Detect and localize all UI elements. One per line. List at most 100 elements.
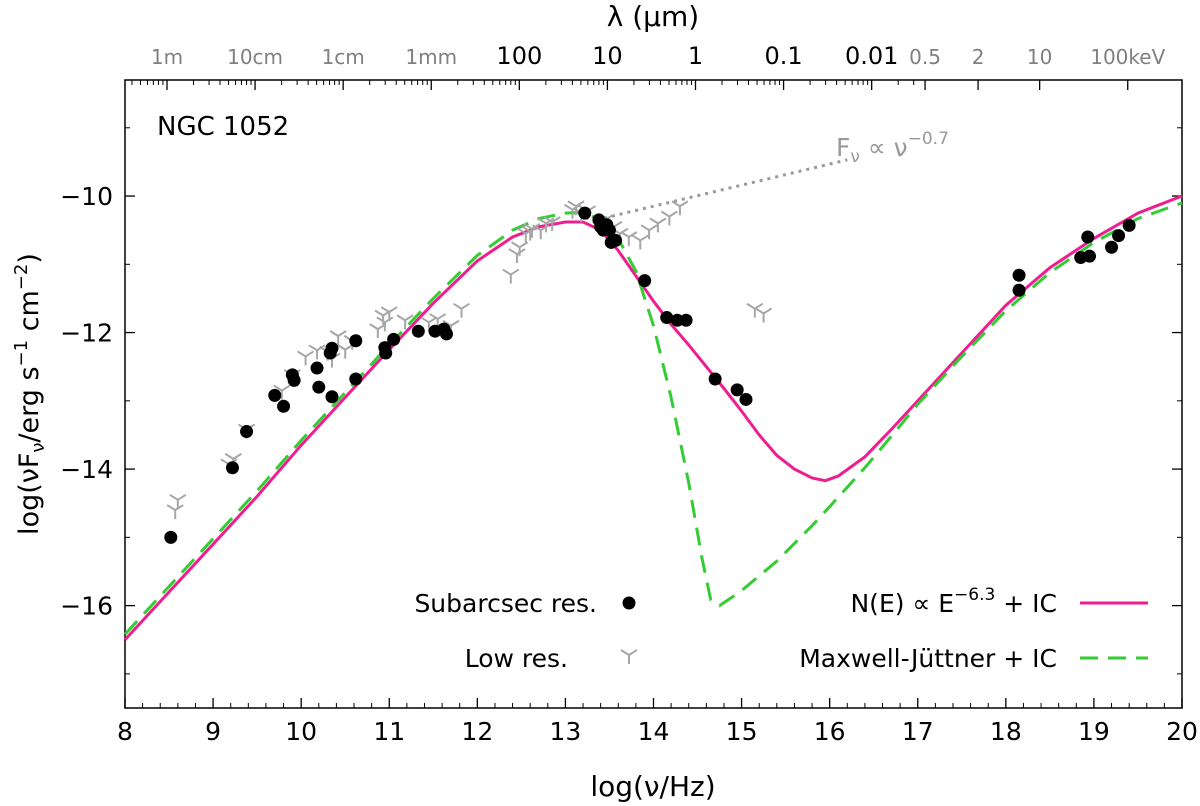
- maxwell-juttner-curve: [123, 201, 1183, 636]
- lowres-point-stroke: [308, 344, 318, 352]
- lowres-point-stroke: [376, 316, 386, 324]
- lowres-point-stroke: [174, 504, 184, 511]
- lowres-point: [511, 241, 529, 257]
- lowres-point-stroke: [537, 217, 547, 225]
- subarcsec-point: [1012, 268, 1026, 282]
- lowres-point: [755, 307, 773, 323]
- lowres-point-stroke: [336, 343, 346, 351]
- lowres-point-stroke: [166, 504, 176, 511]
- curves-layer: [123, 158, 1183, 641]
- x-tick-label: 18: [990, 717, 1022, 746]
- x-tick-label: 16: [814, 717, 846, 746]
- lowres-point-stroke: [369, 323, 379, 331]
- lowres-point: [502, 268, 520, 284]
- lowres-point-stroke: [628, 231, 638, 238]
- legend-subarcsec-marker: [622, 596, 636, 610]
- lowres-point-stroke: [388, 306, 398, 313]
- subarcsec-point: [730, 383, 744, 397]
- lowres-point-stroke: [563, 203, 573, 211]
- subarcsec-point: [739, 392, 753, 406]
- subarcsec-point: [638, 274, 652, 288]
- y-tick-label: −12: [60, 319, 113, 348]
- lowres-point-stroke: [671, 200, 681, 208]
- lowres-point-stroke: [517, 227, 527, 235]
- lowres-point-stroke: [510, 268, 520, 276]
- lowres-point: [532, 224, 550, 240]
- subarcsec-point: [312, 380, 326, 394]
- x-tick-label: 14: [638, 717, 670, 746]
- points-layer: [164, 200, 1136, 544]
- x-axis-label: log(ν/Hz): [590, 770, 715, 803]
- subarcsec-point: [1081, 230, 1095, 244]
- lowres-point-stroke: [169, 493, 179, 501]
- lowres-point-stroke: [297, 350, 307, 358]
- subarcsec-point: [602, 223, 616, 237]
- lowres-point-stroke: [442, 319, 452, 327]
- top-tick-label-gray: 10: [1027, 45, 1052, 69]
- lowres-point-stroke: [450, 319, 460, 327]
- x-tick-label: 19: [1078, 717, 1110, 746]
- lowres-point-stroke: [648, 224, 658, 232]
- lowres-point: [166, 504, 184, 520]
- subarcsec-point: [1122, 218, 1136, 232]
- lowres-point-stroke: [329, 330, 339, 337]
- lowres-point-stroke: [746, 302, 756, 310]
- top-tick-label-gray: 100keV: [1090, 45, 1165, 69]
- subarcsec-point: [1112, 229, 1126, 243]
- subarcsec-point: [268, 388, 282, 402]
- legend: Subarcsec res. Low res. N(E) ∝ E−6.3 + I…: [414, 585, 1148, 673]
- y-tick-label: −16: [60, 592, 113, 621]
- subarcsec-point: [310, 361, 324, 375]
- lowres-point-stroke: [755, 307, 765, 315]
- lowres-point-stroke: [679, 200, 689, 208]
- x-tick-label: 8: [117, 717, 133, 746]
- subarcsec-point: [660, 311, 674, 325]
- y-tick-label: −10: [60, 182, 113, 211]
- lowres-point: [671, 200, 689, 216]
- lowres-point-stroke: [177, 493, 187, 501]
- subarcsec-point: [387, 332, 401, 346]
- subarcsec-point: [440, 327, 454, 341]
- lowres-point-stroke: [543, 216, 553, 223]
- lowres-point-stroke: [224, 452, 234, 460]
- x-tick-label: 15: [726, 717, 758, 746]
- lowres-point-stroke: [437, 313, 447, 320]
- lowres-point-stroke: [337, 330, 347, 337]
- lowres-point-stroke: [232, 452, 242, 460]
- lowres-point-stroke: [429, 313, 439, 320]
- lowres-point: [336, 343, 354, 359]
- top-tick-label: 100: [496, 42, 542, 70]
- lowres-point-stroke: [551, 216, 561, 223]
- legend-lowres-marker: [620, 649, 638, 664]
- lowres-point-stroke: [516, 248, 526, 255]
- lowres-point: [660, 210, 678, 226]
- lowres-point-stroke: [511, 241, 521, 249]
- lowres-point: [169, 493, 187, 509]
- x-tick-label: 10: [285, 717, 317, 746]
- subarcsec-point: [679, 313, 693, 327]
- lowres-point-stroke: [404, 314, 414, 322]
- x-tick-label: 11: [373, 717, 405, 746]
- lowres-point-stroke: [668, 210, 678, 218]
- y-axis-label: log(νFν/erg s−1 cm−2): [11, 253, 49, 535]
- subarcsec-point: [349, 372, 363, 386]
- lowres-point-stroke: [567, 200, 577, 208]
- subarcsec-point: [578, 206, 592, 220]
- lowres-point: [369, 323, 387, 339]
- subarcsec-point: [287, 373, 301, 387]
- lowres-point: [452, 302, 471, 318]
- lowres-point-stroke: [460, 302, 471, 310]
- lowres-point-stroke: [281, 384, 291, 392]
- lowres-point-stroke: [620, 231, 630, 238]
- lowres-point-stroke: [657, 217, 667, 225]
- subarcsec-point: [379, 346, 393, 360]
- lowres-point-stroke: [532, 224, 542, 232]
- top-tick-label-gray: 1m: [151, 45, 183, 69]
- powerlaw-line: [595, 158, 848, 222]
- x-tick-label: 13: [550, 717, 582, 746]
- subarcsec-point: [164, 530, 178, 544]
- top-tick-label: 10: [592, 42, 623, 70]
- lowres-point-stroke: [523, 222, 533, 230]
- top-tick-label-gray: 1mm: [405, 45, 457, 69]
